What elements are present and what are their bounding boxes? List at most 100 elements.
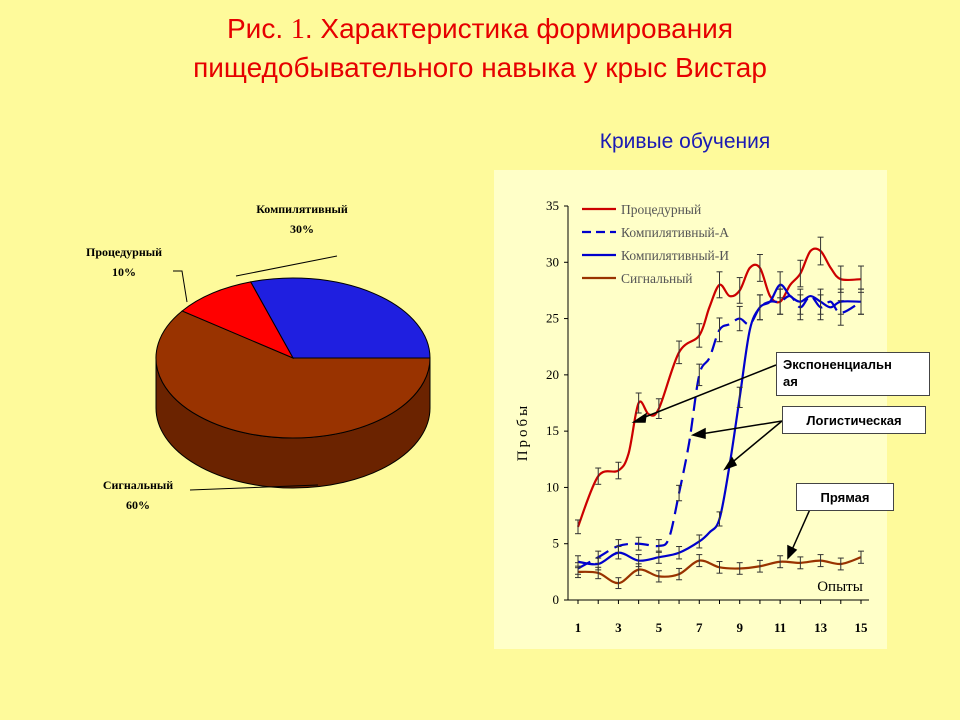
error-bar xyxy=(635,392,642,414)
error-bar xyxy=(797,288,804,315)
x-tick-label: 7 xyxy=(696,620,703,635)
error-bar xyxy=(756,559,763,573)
leader-line-compilative xyxy=(235,255,338,277)
chart-heading: Кривые обучения xyxy=(599,130,771,153)
y-tick-label: 5 xyxy=(553,536,560,551)
x-tick-label: 5 xyxy=(656,620,663,635)
error-bar xyxy=(676,484,683,502)
pie-slice-1 xyxy=(155,310,431,439)
error-bar xyxy=(676,340,683,365)
error-bar xyxy=(716,317,723,343)
title-line-2: пищедобывательного навыка у крыс Вистар xyxy=(193,52,767,83)
error-bar xyxy=(817,288,824,315)
error-bar xyxy=(615,577,622,590)
error-bar xyxy=(655,570,662,583)
annotation-direct: Прямая xyxy=(796,483,894,511)
error-bar xyxy=(716,511,723,527)
error-bar xyxy=(635,536,642,551)
y-tick-label: 20 xyxy=(546,367,559,382)
line-chart-series xyxy=(575,236,864,590)
error-bar xyxy=(615,461,622,480)
y-axis-label: Пробы xyxy=(515,403,531,462)
y-tick-label: 0 xyxy=(553,592,560,607)
error-bar xyxy=(716,561,723,574)
error-bar xyxy=(696,554,703,568)
error-bar xyxy=(736,386,743,409)
legend-label-3: Сигнальный xyxy=(621,271,693,286)
series-line-2 xyxy=(577,283,862,566)
annotation-logistic: Логистическая xyxy=(782,406,926,434)
line-chart-legend: Процедурный Компилятивный-А Компилятивный-… xyxy=(582,202,729,286)
x-tick-label: 9 xyxy=(736,620,743,635)
error-bar xyxy=(736,562,743,575)
x-tick-label: 1 xyxy=(575,620,582,635)
error-bar xyxy=(676,567,683,581)
error-bar xyxy=(696,534,703,549)
arrowhead-logistic-a xyxy=(690,427,706,439)
legend-label-2: Компилятивный-И xyxy=(621,248,729,263)
error-bar xyxy=(635,563,642,576)
error-bar xyxy=(858,550,864,564)
error-bar xyxy=(837,288,844,315)
error-bar xyxy=(736,305,743,332)
annotation-arrows xyxy=(631,364,812,560)
error-bar xyxy=(797,556,804,570)
error-bar xyxy=(575,519,581,535)
y-tick-label: 30 xyxy=(546,254,559,269)
legend-label-1: Компилятивный-А xyxy=(621,225,729,240)
error-bar xyxy=(817,236,824,266)
arrow-exponential xyxy=(639,364,777,420)
error-bar xyxy=(595,467,602,485)
pie-label-signal-name: Сигнальный xyxy=(103,478,173,492)
pie-label-signal-pct: 60% xyxy=(126,498,150,512)
error-bar xyxy=(837,557,844,571)
error-bar xyxy=(696,323,703,348)
arrow-direct xyxy=(790,506,812,553)
leader-line-procedural xyxy=(173,270,188,303)
error-bar xyxy=(595,566,602,580)
error-bar xyxy=(696,363,703,387)
pie-slices xyxy=(155,277,431,489)
error-bar xyxy=(716,271,723,299)
x-tick-label: 3 xyxy=(615,620,622,635)
series-line-0 xyxy=(576,247,862,528)
title-line-1: Рис. 1. Характеристика формирования xyxy=(227,13,733,45)
error-bar xyxy=(756,253,763,282)
y-tick-label: 25 xyxy=(546,311,559,326)
y-tick-label: 15 xyxy=(546,423,559,438)
arrowhead-logistic-b xyxy=(723,456,738,471)
pie-slice-0 xyxy=(249,277,431,359)
arrowhead-direct xyxy=(787,544,798,560)
legend-label-0: Процедурный xyxy=(621,202,701,217)
arrow-logistic-a xyxy=(700,420,783,435)
pie-chart: Компилятивный 30% Процедурный 10% Сигнал… xyxy=(86,202,431,512)
error-bar xyxy=(817,554,824,568)
pie-slice-2 xyxy=(181,281,295,360)
series-line-1 xyxy=(577,294,862,570)
arrowhead-exponential xyxy=(631,412,647,423)
x-tick-label: 11 xyxy=(774,620,786,635)
pie-label-compilative-pct: 30% xyxy=(290,222,314,236)
error-bar xyxy=(615,546,622,560)
slide-title: Рис. 1. Характеристика формирования пище… xyxy=(0,10,960,87)
pie-label-compilative-name: Компилятивный xyxy=(256,202,348,216)
error-bar xyxy=(797,259,804,288)
arrow-logistic-b xyxy=(728,420,783,466)
pie-label-procedural-name: Процедурный xyxy=(86,245,162,259)
x-axis-label: Опыты xyxy=(817,579,863,595)
error-bar xyxy=(655,398,662,419)
error-bar xyxy=(858,288,864,315)
y-tick-label: 35 xyxy=(546,198,559,213)
x-tick-label: 13 xyxy=(814,620,828,635)
error-bar xyxy=(676,546,683,560)
annotation-exponential: Экспоненциальн ая xyxy=(776,352,930,396)
x-tick-label: 15 xyxy=(855,620,869,635)
leader-line-signal xyxy=(189,484,319,491)
error-bar xyxy=(575,565,581,579)
error-bar xyxy=(736,277,743,304)
error-bar xyxy=(777,271,784,299)
error-bar xyxy=(655,550,662,564)
pie-label-procedural-pct: 10% xyxy=(112,265,136,279)
y-tick-label: 10 xyxy=(546,479,559,494)
